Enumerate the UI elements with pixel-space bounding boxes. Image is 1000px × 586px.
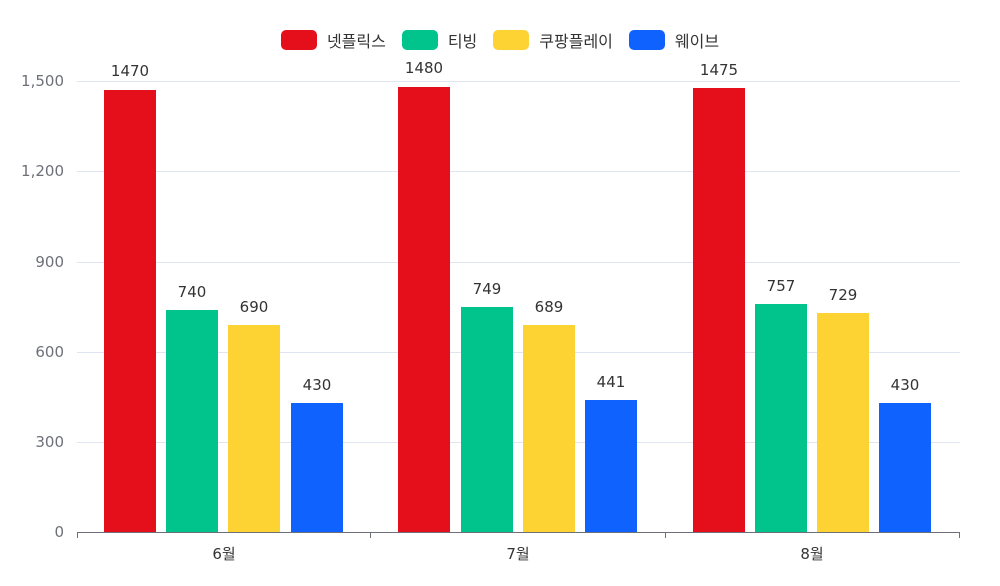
x-category-label: 6월 bbox=[212, 545, 236, 563]
bar-value-label: 441 bbox=[596, 373, 626, 391]
gridline-600 bbox=[77, 352, 960, 353]
bar-value-label: 1480 bbox=[404, 59, 444, 77]
bar-netflix-aug[interactable] bbox=[693, 88, 745, 532]
bar-coupangplay-aug[interactable] bbox=[817, 313, 869, 532]
bar-value-label: 749 bbox=[472, 280, 502, 298]
x-tick-mark bbox=[370, 532, 371, 538]
bar-value-label: 757 bbox=[766, 277, 796, 295]
bar-value-label: 430 bbox=[890, 376, 920, 394]
legend-swatch-wavve bbox=[628, 30, 665, 50]
gridline-900 bbox=[77, 262, 960, 263]
x-axis-line bbox=[77, 532, 960, 533]
legend-item-netflix[interactable]: 넷플릭스 bbox=[280, 28, 386, 52]
legend-item-coupangplay[interactable]: 쿠팡플레이 bbox=[493, 28, 613, 52]
bar-wavve-jul[interactable] bbox=[585, 400, 637, 532]
legend-label: 티빙 bbox=[447, 32, 478, 51]
gridline-1200 bbox=[77, 171, 960, 172]
bar-value-label: 1475 bbox=[699, 61, 739, 79]
legend-swatch-netflix bbox=[280, 30, 317, 50]
legend-swatch-tving bbox=[401, 30, 438, 50]
bar-value-label: 729 bbox=[828, 286, 858, 304]
bar-value-label: 740 bbox=[177, 283, 207, 301]
y-tick-label: 1,500 bbox=[21, 72, 64, 90]
gridline-1500 bbox=[77, 81, 960, 82]
bar-tving-jun[interactable] bbox=[166, 310, 218, 532]
bar-netflix-jul[interactable] bbox=[398, 87, 450, 532]
bar-tving-aug[interactable] bbox=[755, 304, 807, 532]
bar-netflix-jun[interactable] bbox=[104, 90, 156, 532]
x-category-label: 8월 bbox=[800, 545, 824, 563]
y-tick-label: 600 bbox=[35, 343, 64, 361]
chart-legend: 넷플릭스 티빙 쿠팡플레이 웨이브 bbox=[0, 28, 1000, 52]
x-tick-mark bbox=[665, 532, 666, 538]
gridline-300 bbox=[77, 442, 960, 443]
y-tick-label: 900 bbox=[35, 253, 64, 271]
bar-wavve-jun[interactable] bbox=[291, 403, 343, 532]
bar-value-label: 689 bbox=[534, 298, 564, 316]
x-category-label: 7월 bbox=[506, 545, 530, 563]
legend-item-tving[interactable]: 티빙 bbox=[401, 28, 478, 52]
bar-tving-jul[interactable] bbox=[461, 307, 513, 532]
y-tick-label: 300 bbox=[35, 433, 64, 451]
y-tick-label: 0 bbox=[54, 523, 64, 541]
x-tick-mark bbox=[959, 532, 960, 538]
legend-label: 웨이브 bbox=[674, 32, 720, 51]
bar-value-label: 1470 bbox=[110, 62, 150, 80]
bar-wavve-aug[interactable] bbox=[879, 403, 931, 532]
bar-coupangplay-jun[interactable] bbox=[228, 325, 280, 532]
bar-coupangplay-jul[interactable] bbox=[523, 325, 575, 532]
legend-label: 넷플릭스 bbox=[326, 32, 386, 51]
y-tick-label: 1,200 bbox=[21, 162, 64, 180]
legend-label: 쿠팡플레이 bbox=[539, 32, 613, 51]
bar-value-label: 430 bbox=[302, 376, 332, 394]
x-tick-mark bbox=[77, 532, 78, 538]
legend-swatch-coupangplay bbox=[493, 30, 530, 50]
legend-item-wavve[interactable]: 웨이브 bbox=[628, 28, 720, 52]
bar-value-label: 690 bbox=[239, 298, 269, 316]
